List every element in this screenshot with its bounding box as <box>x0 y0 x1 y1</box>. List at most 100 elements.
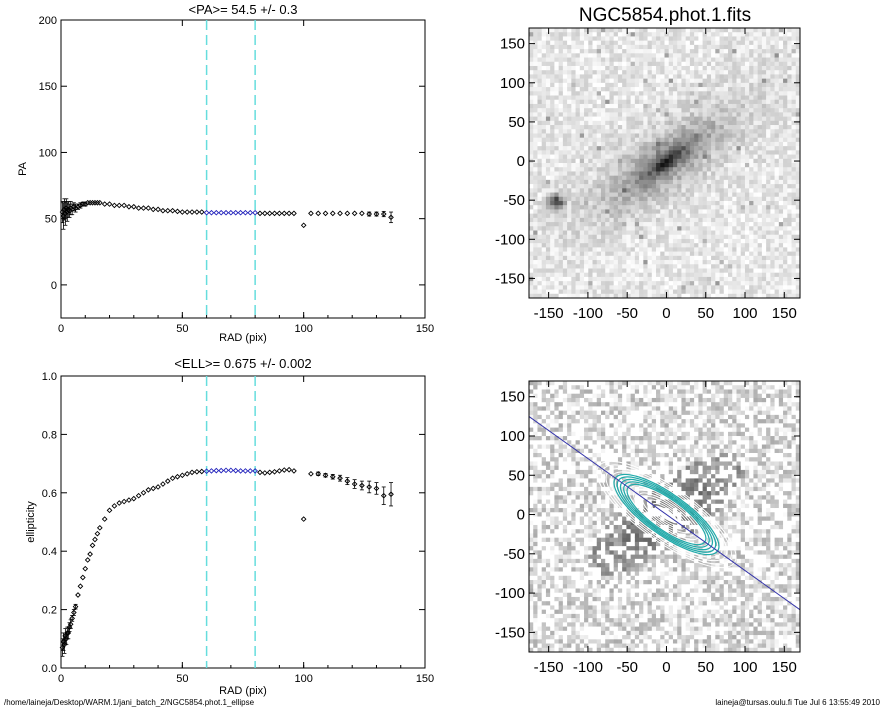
image-y-tick-label: -100 <box>495 231 525 248</box>
contour-image-frame <box>528 380 801 653</box>
data-point <box>344 210 351 217</box>
data-point <box>366 211 373 217</box>
y-tick-label: 0.6 <box>42 488 57 500</box>
data-point <box>82 565 89 572</box>
data-point <box>130 203 137 210</box>
data-point <box>242 468 249 474</box>
data-point <box>315 470 322 477</box>
data-point <box>271 210 278 217</box>
data-point <box>111 202 118 209</box>
data-point <box>116 202 123 209</box>
data-point <box>213 209 220 216</box>
pa-title: <PA>= 54.5 +/- 0.3 <box>189 2 298 17</box>
data-point <box>351 210 358 217</box>
data-point <box>366 484 373 490</box>
x-tick-label: 0 <box>58 673 64 685</box>
data-point <box>189 209 195 215</box>
data-point <box>266 210 273 217</box>
data-point <box>300 222 307 229</box>
data-point <box>82 201 89 207</box>
data-point <box>150 485 157 492</box>
data-point <box>315 210 322 217</box>
y-tick-label: 0 <box>51 280 57 292</box>
data-point <box>126 497 132 503</box>
data-point <box>194 468 200 475</box>
data-point <box>203 468 210 475</box>
x-tick-label: 100 <box>294 323 312 335</box>
data-point <box>208 468 215 474</box>
image-y-tick-label: 0 <box>517 153 525 170</box>
galaxy-image-pixels <box>529 28 800 298</box>
data-point <box>322 210 329 217</box>
data-point <box>359 482 365 489</box>
x-tick-label: 50 <box>176 673 188 685</box>
image-y-tick-label: 50 <box>508 467 525 484</box>
data-point <box>94 199 101 206</box>
image-y-tick-label: 100 <box>500 75 525 92</box>
image-y-tick-label: -50 <box>503 546 525 563</box>
y-tick-label: 1.0 <box>42 371 57 383</box>
data-point <box>322 472 329 479</box>
data-point <box>388 491 394 498</box>
y-tick-label: 0.2 <box>42 605 57 617</box>
data-point <box>337 475 343 482</box>
data-point <box>242 209 249 216</box>
data-point <box>203 209 210 216</box>
ellipticity-xlabel: RAD (pix) <box>219 685 267 697</box>
data-point <box>169 207 176 214</box>
data-point <box>121 202 127 209</box>
data-point <box>237 468 244 474</box>
isophote-contour-panel: -150 -100 -50 0 50 100 150 -150 -100 -50 0 50 100 150 <box>495 380 801 676</box>
data-point <box>77 583 84 590</box>
data-point <box>198 209 205 215</box>
data-point <box>252 209 258 216</box>
data-point <box>94 530 101 537</box>
x-tick-label: 150 <box>416 323 434 335</box>
data-point <box>380 211 387 217</box>
data-point <box>344 478 351 484</box>
image-x-tick-label: 100 <box>732 659 757 676</box>
image-y-tick-label: -50 <box>503 192 525 209</box>
ellipticity-profile-panel: <ELL>= 0.675 +/- 0.002 RAD (pix) ellipti… <box>25 356 434 697</box>
image-y-tick-label: -100 <box>495 585 525 602</box>
image-y-tick-label: 50 <box>508 114 525 131</box>
image-y-tick-label: 150 <box>500 389 525 406</box>
data-point <box>228 467 234 474</box>
data-point <box>169 475 176 482</box>
data-point <box>140 205 147 211</box>
data-point <box>281 467 288 473</box>
galaxy-image-panel: NGC5854.phot.1.fits -150 -100 -50 0 50 100 150… <box>495 5 801 322</box>
data-point <box>388 214 394 221</box>
data-point <box>247 468 254 474</box>
data-point <box>155 484 161 490</box>
data-point <box>160 207 166 214</box>
data-point <box>373 485 380 492</box>
data-point <box>337 210 343 217</box>
footer-path: /home/laineja/Desktop/WARM.1/jani_batch_… <box>4 698 255 707</box>
data-point <box>218 209 224 216</box>
image-x-tick-label: -100 <box>573 659 603 676</box>
y-tick-label: 50 <box>45 214 57 226</box>
ellipticity-title: <ELL>= 0.675 +/- 0.002 <box>174 356 311 371</box>
data-point <box>276 468 283 474</box>
data-point <box>300 516 307 522</box>
data-point <box>164 478 171 484</box>
data-point <box>184 209 191 215</box>
data-point <box>164 207 171 214</box>
y-tick-label: 0.0 <box>42 663 57 675</box>
image-x-tick-label: 50 <box>697 305 714 322</box>
data-point <box>218 467 224 474</box>
pa-profile-panel: <PA>= 54.5 +/- 0.3 RAD (pix) PA 0 50 100 15… <box>17 2 434 344</box>
data-point <box>286 466 292 473</box>
data-point <box>373 211 380 217</box>
y-tick-label: 0.8 <box>42 429 57 441</box>
data-point <box>174 208 181 215</box>
data-point <box>64 630 71 636</box>
image-x-tick-label: 0 <box>662 305 670 322</box>
data-point <box>223 467 229 474</box>
pa-ylabel: PA <box>17 161 29 176</box>
image-x-tick-label: 50 <box>697 659 714 676</box>
pa-xlabel: RAD (pix) <box>219 332 267 344</box>
galaxy-image-frame <box>528 27 801 299</box>
